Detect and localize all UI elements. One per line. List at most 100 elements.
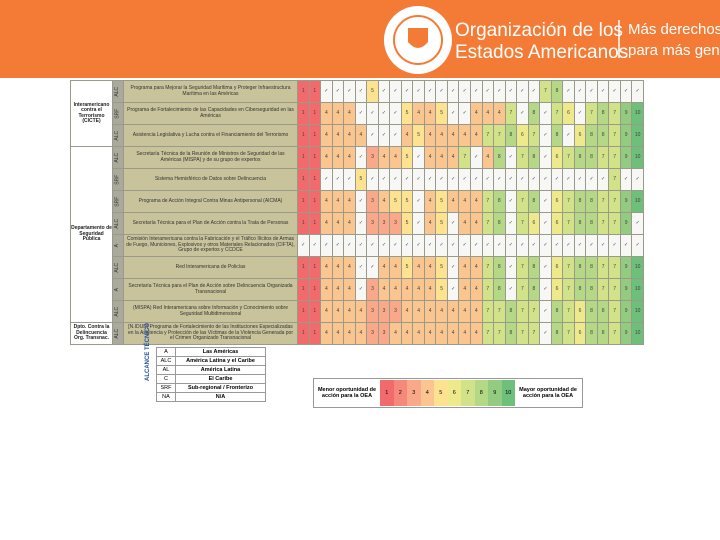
- score-cell: 7: [608, 124, 621, 147]
- score-cell: 4: [423, 212, 437, 235]
- score-cell: ✓: [504, 234, 518, 257]
- score-cell: ✓: [504, 80, 518, 103]
- code-cell: ALC: [112, 322, 124, 345]
- score-cell: 7: [516, 146, 529, 169]
- score-cell: 8: [585, 190, 598, 213]
- score-cell: ✓: [423, 234, 437, 257]
- score-cell: 4: [354, 322, 368, 345]
- score-cell: ✓: [585, 80, 598, 103]
- code-cell: SRF: [112, 102, 124, 125]
- score-cell: 3: [389, 212, 402, 235]
- score-cell: 7: [527, 300, 541, 323]
- score-cell: ✓: [331, 234, 345, 257]
- score-cell: 7: [516, 300, 529, 323]
- table-row: A Comisión Interamericana contra la Fabri…: [71, 234, 644, 257]
- department: Departamento de Seguridad Pública: [70, 146, 113, 323]
- score-cell: 8: [585, 256, 598, 279]
- table-row: ALC Asistencia Legislativa y Lucha contra…: [71, 124, 644, 147]
- score-cell: 7: [493, 322, 506, 345]
- code: ALC: [114, 328, 121, 339]
- score-cell: 4: [469, 278, 483, 301]
- scope-desc: El Caribe: [175, 374, 266, 384]
- score-cell: 4: [343, 256, 356, 279]
- score-cell: ✓: [446, 168, 460, 191]
- score-cell: ✓: [562, 124, 575, 147]
- score-cell: 8: [504, 322, 518, 345]
- score-cell: ✓: [562, 80, 575, 103]
- score-cell: 8: [504, 300, 518, 323]
- score-cell: 4: [331, 102, 345, 125]
- score-cell: 6: [573, 322, 587, 345]
- score-cell: 8: [596, 322, 610, 345]
- score-cell: 8: [573, 278, 587, 301]
- scope-desc: América Latina y el Caribe: [175, 356, 266, 366]
- score-cell: 7: [539, 80, 552, 103]
- score-cell: 7: [516, 190, 529, 213]
- program: Sistema Hemisférico de Datos sobre Delin…: [123, 168, 298, 191]
- score-cell: 8: [596, 124, 610, 147]
- score-cell: 8: [585, 300, 598, 323]
- score-cell: 4: [412, 256, 425, 279]
- score-cell: 4: [331, 256, 345, 279]
- score-cell: 1: [297, 278, 310, 301]
- score-cell: 10: [631, 190, 644, 213]
- scale-legend: Menor oportunidad de acción para la OEA 1…: [313, 378, 583, 408]
- score-cell: 5: [400, 146, 414, 169]
- score-cell: 8: [585, 124, 598, 147]
- score-cell: ✓: [516, 102, 529, 125]
- scale-step: 1: [380, 380, 394, 406]
- score-cell: ✓: [539, 124, 552, 147]
- score-cell: 1: [297, 102, 310, 125]
- score-cell: 6: [550, 146, 564, 169]
- score-cell: 7: [562, 322, 575, 345]
- score-cell: 4: [446, 124, 460, 147]
- code: A: [114, 287, 121, 292]
- score-cell: 7: [608, 300, 621, 323]
- score-cell: ✓: [354, 278, 368, 301]
- scale-step: 4: [420, 380, 434, 406]
- score-cell: 3: [377, 212, 391, 235]
- score-cell: ✓: [550, 234, 564, 257]
- slogan: para más gente: [628, 42, 720, 59]
- score-cell: ✓: [412, 80, 425, 103]
- score-cell: 6: [562, 102, 575, 125]
- score-cell: 7: [481, 300, 495, 323]
- score-cell: 1: [308, 102, 322, 125]
- score-cell: 1: [308, 278, 322, 301]
- score-cell: 4: [331, 190, 345, 213]
- code-cell: ALC: [112, 256, 124, 279]
- score-cell: 1: [308, 80, 322, 103]
- score-cell: 3: [377, 300, 391, 323]
- score-cell: 8: [550, 80, 564, 103]
- logo-ring: [393, 15, 443, 65]
- score-cell: 9: [619, 212, 633, 235]
- code-cell: ALC: [112, 212, 124, 235]
- score-cell: ✓: [469, 146, 483, 169]
- score-cell: 8: [585, 278, 598, 301]
- score-cell: 7: [562, 190, 575, 213]
- score-cell: 4: [400, 124, 414, 147]
- score-cell: 5: [400, 212, 414, 235]
- score-cell: ✓: [446, 234, 460, 257]
- score-cell: ✓: [481, 234, 495, 257]
- score-cell: 4: [320, 190, 333, 213]
- score-cell: ✓: [366, 124, 379, 147]
- score-cell: 4: [435, 300, 448, 323]
- score-cell: 6: [550, 256, 564, 279]
- score-cell: 4: [343, 300, 356, 323]
- score-cell: 7: [527, 124, 541, 147]
- score-cell: 7: [516, 278, 529, 301]
- score-cell: 8: [493, 256, 506, 279]
- score-cell: ✓: [527, 80, 541, 103]
- program: Secretaría Técnica de la Reunión de Mini…: [123, 146, 298, 169]
- score-cell: 5: [354, 168, 368, 191]
- score-cell: 4: [469, 190, 483, 213]
- score-cell: 8: [550, 322, 564, 345]
- score-cell: 4: [446, 322, 460, 345]
- table-row: SRF Programa de Fortalecimiento de las Ca…: [71, 102, 644, 125]
- score-cell: ✓: [446, 278, 460, 301]
- score-cell: ✓: [377, 102, 391, 125]
- score-cell: 8: [596, 300, 610, 323]
- score-cell: ✓: [308, 234, 322, 257]
- score-cell: 5: [435, 278, 448, 301]
